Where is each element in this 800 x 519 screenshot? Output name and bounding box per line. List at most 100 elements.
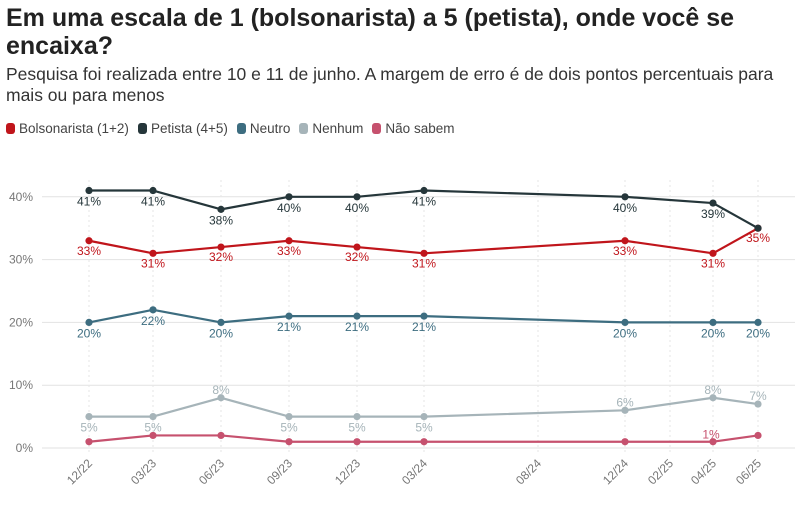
data-point (217, 243, 225, 251)
legend: Bolsonarista (1+2) Petista (4+5) Neutro … (6, 121, 454, 136)
data-label: 31% (412, 256, 436, 270)
data-label: 33% (613, 244, 637, 258)
legend-label: Petista (4+5) (150, 121, 228, 136)
data-label: 41% (77, 195, 101, 209)
legend-swatch (372, 123, 382, 134)
data-point (149, 413, 157, 421)
data-point (285, 438, 293, 446)
data-label: 40% (345, 201, 369, 215)
data-label: 1% (702, 428, 720, 442)
data-point (285, 193, 293, 201)
data-point (285, 237, 293, 245)
data-label: 20% (613, 326, 637, 340)
legend-label: Bolsonarista (1+2) (19, 121, 129, 136)
data-label: 33% (277, 244, 301, 258)
data-point (621, 318, 629, 326)
x-tick-label: 02/25 (645, 456, 676, 487)
data-label: 20% (701, 326, 725, 340)
data-label: 38% (209, 213, 233, 227)
x-tick-label: 03/23 (128, 456, 159, 487)
data-point (709, 438, 717, 446)
x-tick-label: 04/25 (688, 456, 719, 487)
data-label: 31% (701, 256, 725, 270)
data-point (217, 205, 225, 213)
data-point (217, 318, 225, 326)
data-point (420, 249, 428, 257)
x-tick-label: 08/24 (513, 456, 544, 487)
legend-item-bolsonarista[interactable]: Bolsonarista (1+2) (6, 121, 129, 136)
legend-item-nenhum[interactable]: Nenhum (299, 121, 363, 136)
data-point (754, 224, 762, 232)
data-point (709, 318, 717, 326)
data-label: 33% (77, 244, 101, 258)
x-tick-label: 12/22 (64, 456, 95, 487)
data-label: 22% (141, 314, 165, 328)
x-tick-label: 12/23 (332, 456, 363, 487)
data-point (353, 193, 361, 201)
data-point (285, 413, 293, 421)
legend-item-neutro[interactable]: Neutro (236, 121, 291, 136)
legend-swatch (299, 123, 309, 134)
x-tick-label: 12/24 (600, 456, 631, 487)
data-label: 21% (412, 320, 436, 334)
data-label: 20% (209, 326, 233, 340)
legend-swatch (236, 123, 246, 134)
data-label: 21% (345, 320, 369, 334)
data-label: 41% (412, 195, 436, 209)
legend-label: Não sabem (385, 121, 455, 136)
y-tick-label: 0% (16, 441, 34, 455)
data-point (754, 400, 762, 408)
data-label: 7% (749, 389, 767, 403)
data-label: 20% (746, 326, 770, 340)
data-point (353, 413, 361, 421)
data-point (217, 431, 225, 440)
legend-swatch (137, 123, 147, 134)
legend-item-petista[interactable]: Petista (4+5) (137, 121, 228, 136)
data-label: 5% (280, 421, 298, 435)
data-point (621, 406, 629, 414)
data-label: 35% (746, 231, 770, 245)
y-tick-label: 40% (9, 190, 33, 204)
legend-label: Neutro (249, 121, 291, 136)
y-tick-label: 30% (9, 253, 33, 267)
data-label: 40% (277, 201, 301, 215)
data-point (754, 431, 762, 440)
data-point (85, 186, 93, 195)
data-label: 32% (345, 250, 369, 264)
data-point (85, 438, 93, 446)
data-point (709, 199, 717, 207)
data-point (709, 394, 717, 402)
data-label: 39% (701, 207, 725, 221)
data-point (149, 306, 157, 314)
data-point (420, 186, 428, 195)
data-label: 6% (616, 395, 634, 409)
data-point (353, 312, 361, 320)
data-point (149, 186, 157, 195)
data-label: 41% (141, 195, 165, 209)
x-tick-label: 09/23 (264, 456, 295, 487)
data-point (353, 243, 361, 251)
data-point (621, 193, 629, 201)
data-point (217, 394, 225, 402)
x-tick-label: 06/23 (196, 456, 227, 487)
data-label: 5% (80, 421, 98, 435)
data-point (420, 312, 428, 320)
data-point (621, 438, 629, 446)
x-tick-label: 06/25 (733, 456, 764, 487)
data-label: 8% (704, 383, 722, 397)
legend-label: Nenhum (312, 121, 364, 136)
data-label: 20% (77, 326, 101, 340)
data-point (285, 312, 293, 320)
data-point (85, 237, 93, 245)
data-point (754, 318, 762, 326)
chart-subtitle: Pesquisa foi realizada entre 10 e 11 de … (6, 64, 774, 105)
legend-item-nao-sabem[interactable]: Não sabem (372, 121, 454, 136)
y-tick-label: 20% (9, 315, 33, 329)
data-label: 5% (415, 421, 433, 435)
data-label: 32% (209, 250, 233, 264)
chart-title: Em uma escala de 1 (bolsonarista) a 5 (p… (6, 4, 735, 60)
data-point (149, 431, 157, 440)
data-point (420, 413, 428, 421)
data-point (85, 318, 93, 326)
